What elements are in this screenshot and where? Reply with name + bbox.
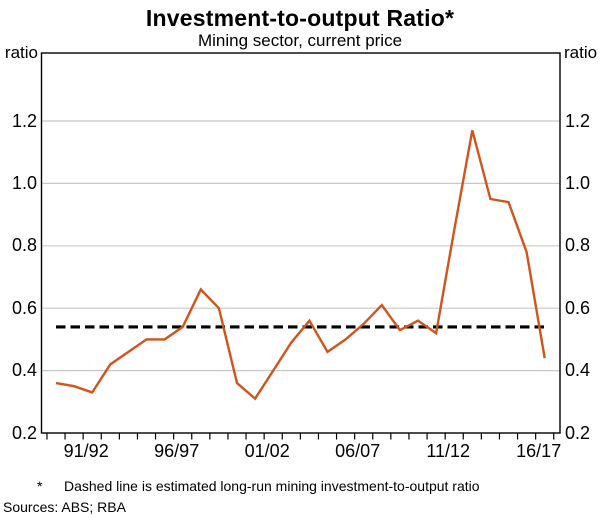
left-y-axis-tick-label: 1.2 <box>11 110 37 131</box>
x-axis-tick-label: 96/97 <box>154 441 200 461</box>
left-y-axis-tick-label: 0.6 <box>11 297 37 318</box>
right-y-axis-tick-label: 0.4 <box>565 360 591 381</box>
right-y-axis-tick-label: 0.2 <box>565 422 591 443</box>
chart-subtitle: Mining sector, current price <box>197 31 403 50</box>
plot-border <box>40 52 561 434</box>
left-axis-unit-label: ratio <box>4 43 38 62</box>
right-axis-unit-label: ratio <box>564 43 598 62</box>
mining-ratio-line <box>55 130 546 401</box>
left-y-axis-tick-label: 1.0 <box>11 172 37 193</box>
footnote-marker: * <box>37 478 43 494</box>
x-axis-tick-label: 01/02 <box>244 441 290 461</box>
left-y-axis-tick-label: 0.8 <box>11 235 37 256</box>
chart-title: Investment-to-output Ratio* <box>145 5 455 31</box>
sources-text: Sources: ABS; RBA <box>3 499 126 515</box>
footnote-text: Dashed line is estimated long-run mining… <box>64 478 480 494</box>
x-axis-tick-label: 11/12 <box>426 441 471 461</box>
right-y-axis-tick-label: 0.6 <box>565 297 591 318</box>
right-y-axis-tick-label: 1.0 <box>565 172 591 193</box>
left-y-axis-tick-label: 0.4 <box>11 360 37 381</box>
right-y-axis-tick-label: 1.2 <box>565 110 591 131</box>
left-y-axis-tick-label: 0.2 <box>11 422 37 443</box>
x-axis-tick-label: 91/92 <box>63 441 109 461</box>
x-axis-tick-label: 06/07 <box>335 441 381 461</box>
right-y-axis-tick-label: 0.8 <box>565 235 591 256</box>
x-axis-tick-label: 16/17 <box>516 441 562 461</box>
